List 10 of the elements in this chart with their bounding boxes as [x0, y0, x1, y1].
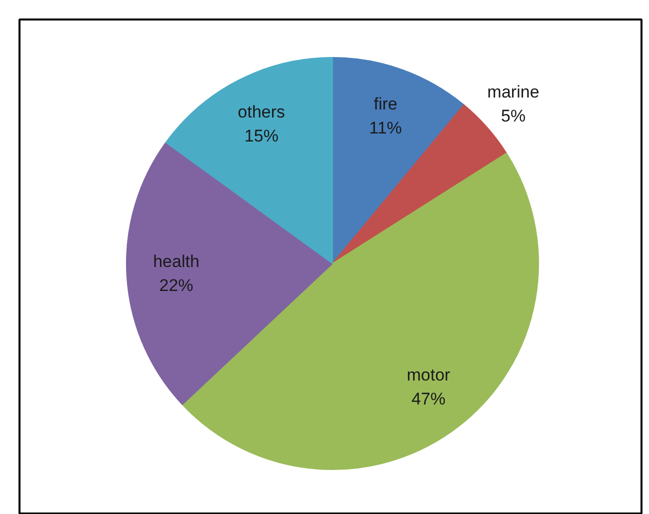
data-label: 15% [244, 126, 278, 146]
data-label: 5% [501, 106, 526, 126]
slice-label: motor [406, 366, 451, 385]
data-label: 47% [411, 390, 446, 409]
data-label: 11% [369, 118, 402, 138]
slice-label: others [238, 102, 286, 122]
slice-label: health [153, 252, 200, 271]
slice-label: marine [487, 82, 540, 102]
data-label: 22% [159, 276, 194, 295]
slice-label: fire [374, 94, 398, 114]
